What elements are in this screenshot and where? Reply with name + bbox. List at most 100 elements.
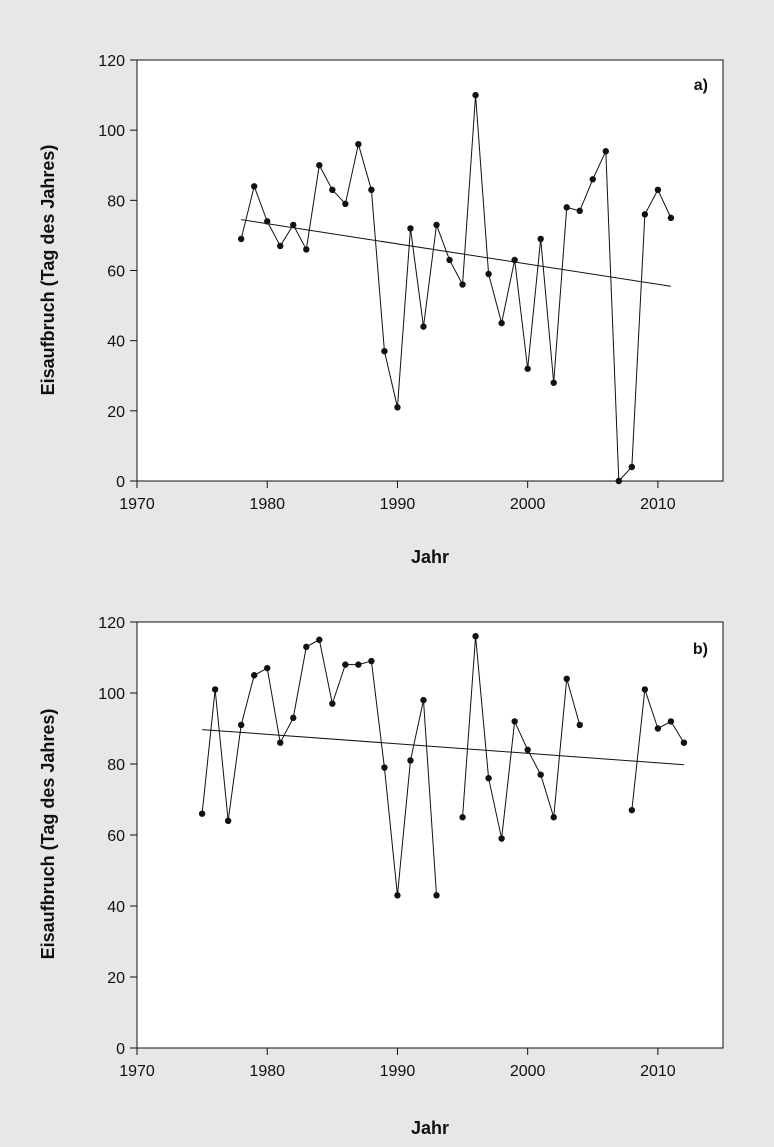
series-segment [357,144,372,190]
data-point [264,218,271,225]
series-segment [292,224,307,250]
data-point [485,775,492,782]
data-point [394,892,401,899]
series-segment [657,189,672,219]
data-point [237,235,245,243]
series-segment [279,717,294,743]
data-point [576,721,583,729]
trend-line [241,219,671,287]
series-segment [344,144,359,204]
series-segment [396,760,411,896]
chart-panel-a: a) Jahr Eisaufbruch (Tag des Jahres) 0 20… [38,53,724,567]
data-point [381,764,388,771]
series-segment [331,664,346,704]
series-segment [488,273,503,324]
data-point [420,696,427,704]
series-segment [488,778,503,839]
x-tick-label: 1970 [119,1063,155,1080]
series-segment [318,639,333,704]
series-segment [527,238,542,369]
data-point [368,186,375,194]
y-tick-label: 20 [107,970,125,987]
series-segment [240,675,255,726]
series-segment [253,186,268,222]
y-tick-label: 20 [107,404,125,421]
y-axis-title: Eisaufbruch (Tag des Jahres) [38,709,58,960]
plot-area [136,621,724,1049]
series-segment [475,636,490,779]
y-tick-label: 40 [107,899,125,916]
data-point [329,700,336,707]
data-point [264,664,271,672]
data-point [251,183,258,190]
data-point [303,643,310,651]
trend-line [202,729,684,766]
x-tick-label: 1990 [380,1063,416,1080]
chart-a-svg: a) Jahr Eisaufbruch (Tag des Jahres) 0 20… [38,53,724,567]
series-segment [240,186,255,240]
data-point [602,148,609,155]
panel-label: b) [693,641,708,658]
data-point [615,477,623,485]
series-segment [501,721,516,839]
series-segment [383,767,398,896]
data-point [498,835,505,842]
data-point [381,347,388,355]
panel-label: a) [694,77,708,94]
data-point [628,806,636,814]
y-tick-label: 80 [107,757,125,774]
y-tick-label: 0 [116,1041,125,1058]
data-point [589,176,596,183]
series-segment [409,228,424,327]
x-axis-title: Jahr [411,1118,449,1138]
data-point [368,657,375,665]
data-point [290,221,297,229]
series-segment [318,165,333,191]
series-segment [540,238,555,383]
x-tick-label: 1980 [249,496,285,513]
series-segment [670,721,685,743]
data-point [667,718,675,725]
data-point [576,207,583,215]
data-point [524,365,531,372]
series-segment [422,224,438,327]
plot-area [136,59,724,482]
series-segment [305,165,320,250]
data-point [420,323,427,330]
y-tick-label: 40 [107,334,125,351]
series-segment [514,721,529,751]
data-point [550,814,557,821]
y-tick-label: 100 [98,123,125,140]
data-point [355,661,362,668]
series-segment [383,351,398,408]
data-point [537,235,544,243]
data-point [342,661,349,668]
data-point [224,817,232,824]
x-tick-label: 2010 [640,1063,676,1080]
series-segment [370,660,385,768]
series-segment [214,689,229,821]
series-segment [501,259,516,324]
y-tick-label: 0 [116,474,125,491]
data-point [198,810,206,817]
series-segment [462,636,477,818]
data-point [459,281,466,288]
data-point [303,246,310,253]
series-segment [370,189,385,352]
data-point [290,714,297,722]
series-segment [266,668,281,743]
series-segment [396,228,411,408]
series-segment [553,678,568,818]
data-point [654,725,662,732]
series-segment [566,678,581,726]
data-point [316,162,323,169]
data-point [628,463,636,471]
series-segment [227,724,242,821]
data-point [211,686,219,693]
data-point [355,141,362,148]
x-tick-label: 1980 [249,1063,285,1080]
data-point [511,256,518,264]
x-tick-label: 1970 [119,496,155,513]
data-point [485,270,492,278]
series-segment [644,189,659,215]
